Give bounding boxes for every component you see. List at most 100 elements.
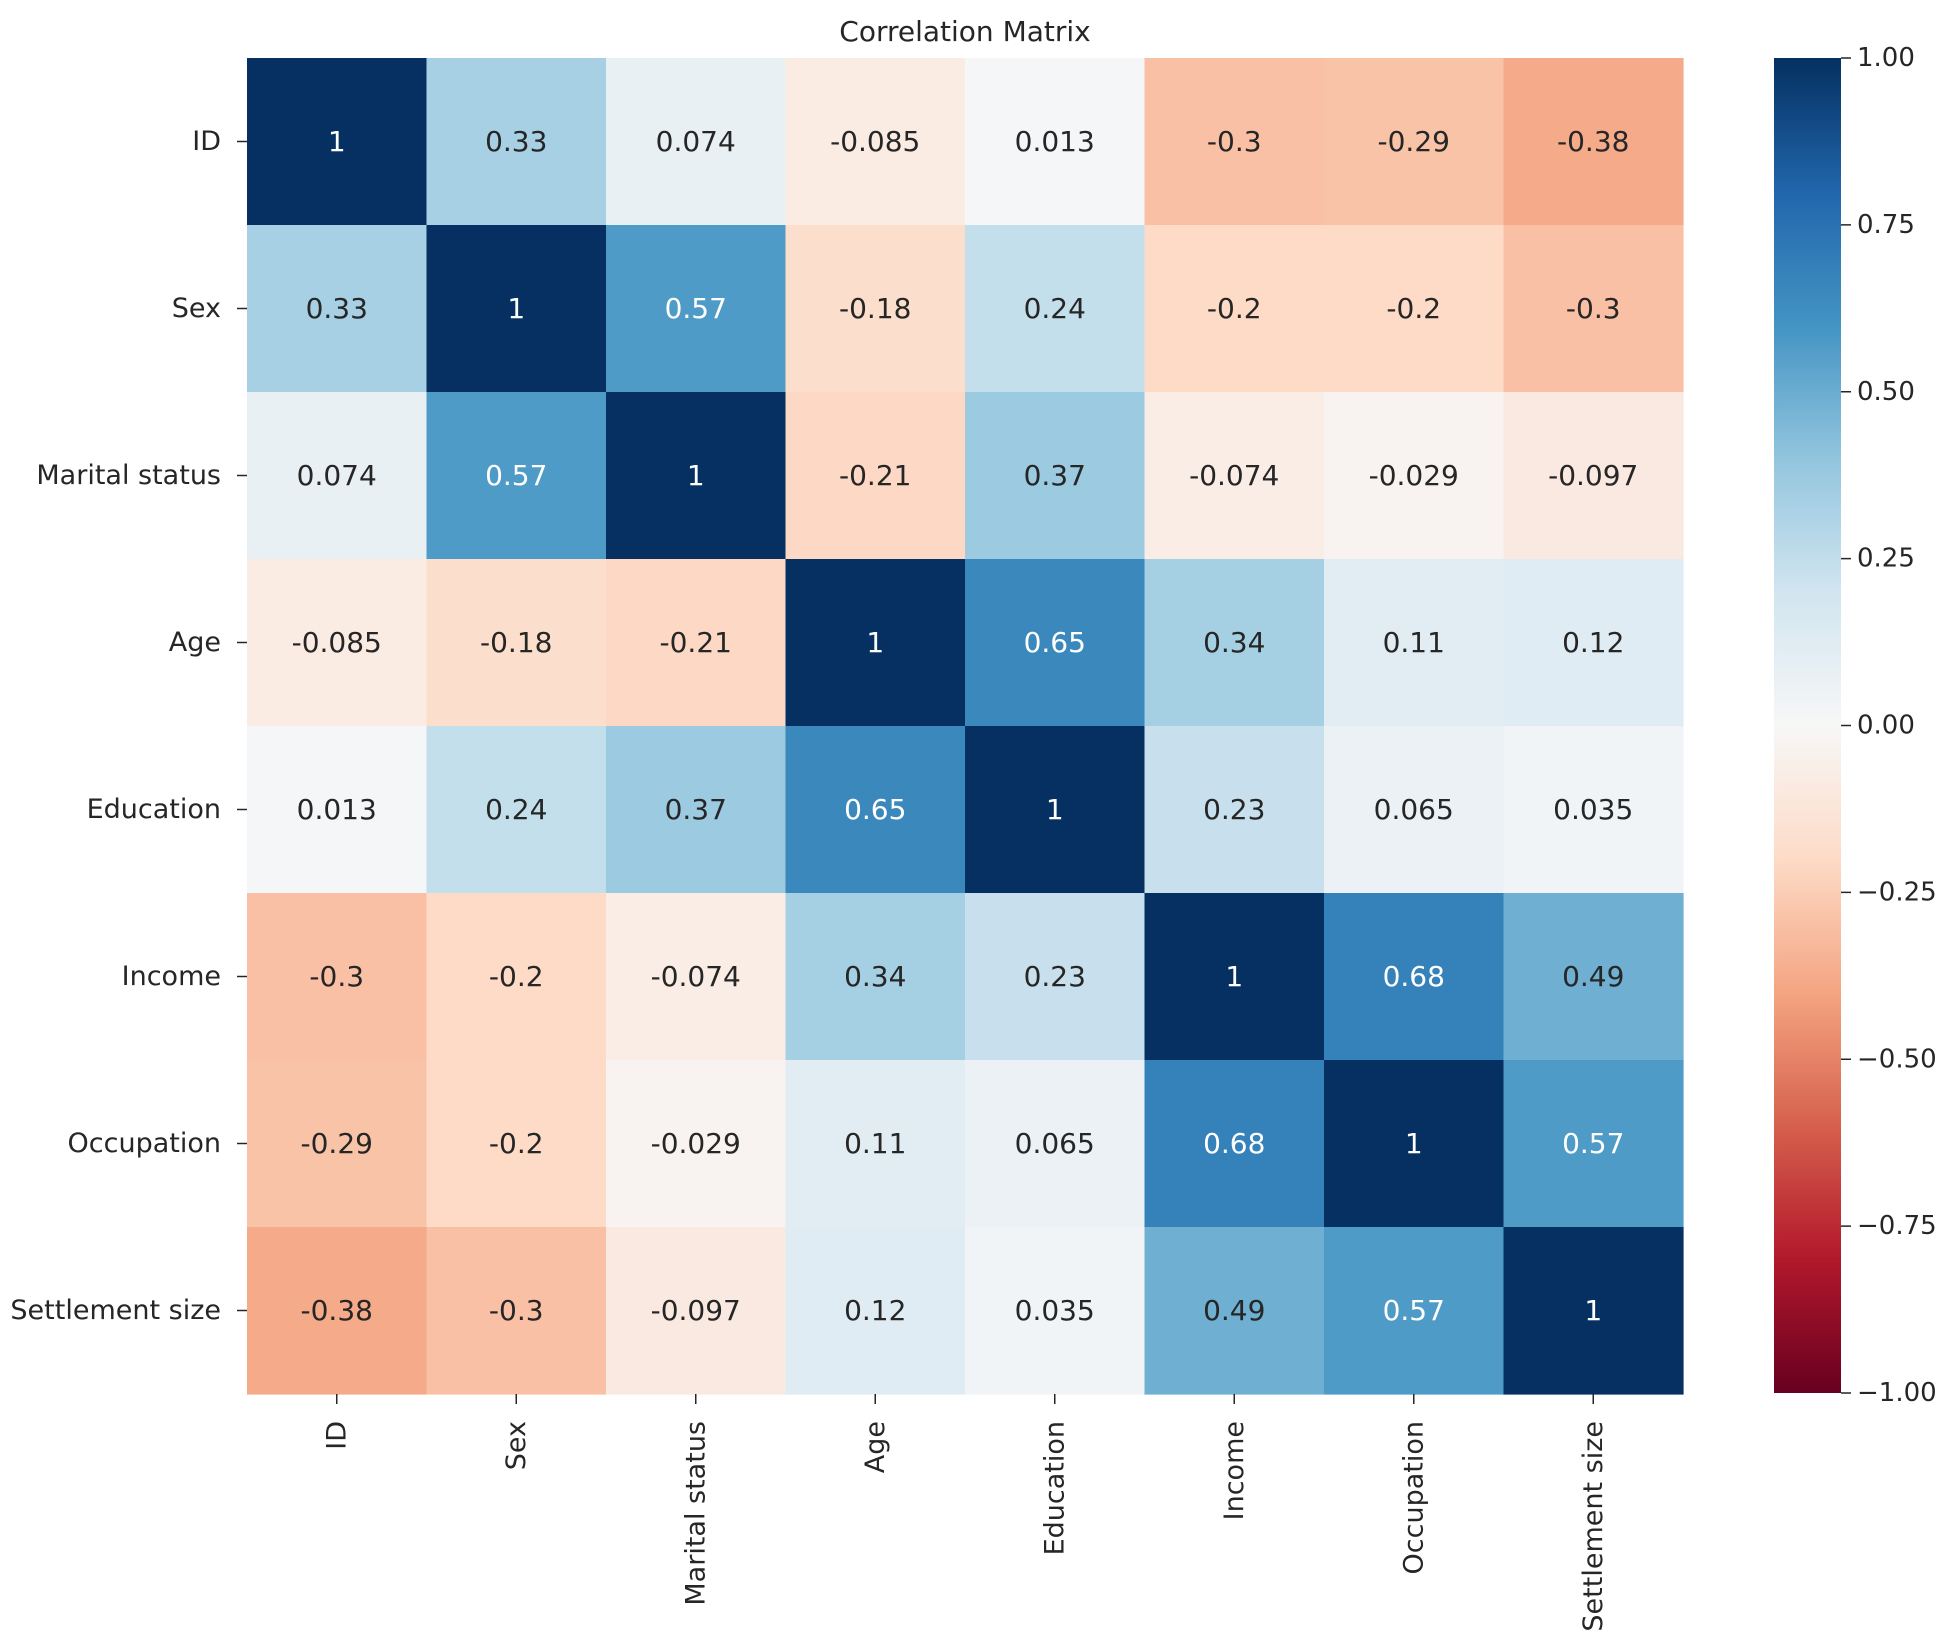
- colorbar: 1.00 0.75 0.50 0.25 0.00 −0.25 −0.50 −0.75 −1.00: [1774, 43, 1937, 1408]
- cell-value-label: 1: [1405, 1127, 1423, 1160]
- cell-value-label: 0.65: [1024, 626, 1086, 659]
- heatmap-cell: [785, 893, 966, 1061]
- heatmap-cell: [247, 559, 428, 727]
- colorbar-tick-label: 1.00: [1857, 43, 1915, 73]
- cell-value-label: -0.3: [1566, 292, 1621, 325]
- colorbar-tick-label: 0.75: [1857, 210, 1915, 240]
- heatmap-cell: [965, 1227, 1146, 1395]
- cell-value-label: 0.24: [1024, 292, 1086, 325]
- cell-value-label: 0.11: [844, 1127, 906, 1160]
- cell-value-label: -0.029: [651, 1127, 741, 1160]
- cell-value-label: 0.12: [1562, 626, 1624, 659]
- heatmap-cell: [247, 225, 428, 393]
- heatmap-cell: [426, 58, 607, 226]
- heatmap-cell: [1324, 1060, 1505, 1228]
- cell-value-label: -0.3: [489, 1294, 544, 1327]
- cell-value-label: -0.29: [1378, 125, 1450, 158]
- heatmap-cell: [247, 893, 428, 1061]
- cell-value-label: 0.23: [1024, 960, 1086, 993]
- y-tick-label-settlement-size: Settlement size: [10, 1295, 221, 1326]
- cell-value-label: 1: [1225, 960, 1243, 993]
- cell-value-label: -0.2: [1207, 292, 1262, 325]
- cell-value-label: 0.57: [1562, 1127, 1624, 1160]
- heatmap-cell: [965, 893, 1146, 1061]
- heatmap-cell: [606, 1060, 787, 1228]
- colorbar-gradient: [1774, 58, 1841, 1393]
- cell-value-label: 0.013: [1015, 125, 1095, 158]
- heatmap-cell: [1144, 392, 1325, 560]
- heatmap-cell: [785, 559, 966, 727]
- heatmap-cell: [785, 392, 966, 560]
- heatmap-cell: [1144, 1060, 1325, 1228]
- x-tick-label-id: ID: [321, 1421, 352, 1450]
- x-tick-labels: ID Sex Marital status Age Education Income Occ…: [321, 1394, 1609, 1632]
- cell-value-label: 1: [1584, 1294, 1602, 1327]
- cell-value-label: 0.34: [1203, 626, 1265, 659]
- heatmap-cell: [426, 392, 607, 560]
- cell-value-label: 0.33: [306, 292, 368, 325]
- heatmap-cell: [1503, 726, 1684, 894]
- cell-value-label: 0.34: [844, 960, 906, 993]
- heatmap-cell: [785, 58, 966, 226]
- heatmap-cell: [606, 559, 787, 727]
- cell-value-label: -0.074: [651, 960, 741, 993]
- heatmap-cell: [785, 726, 966, 894]
- cell-value-label: -0.085: [830, 125, 920, 158]
- cell-value-label: 1: [1046, 793, 1064, 826]
- x-tick-label-age: Age: [860, 1421, 891, 1473]
- cell-value-label: 0.37: [1024, 459, 1086, 492]
- heatmap-cell: [1503, 225, 1684, 393]
- heatmap-cell: [426, 225, 607, 393]
- y-tick-label-marital-status: Marital status: [36, 460, 221, 491]
- heatmap-cell: [606, 893, 787, 1061]
- heatmap-cell: [426, 893, 607, 1061]
- cell-value-label: -0.21: [839, 459, 911, 492]
- y-tick-label-education: Education: [87, 794, 221, 825]
- heatmap-cell: [965, 1060, 1146, 1228]
- heatmap-cell: [247, 1227, 428, 1395]
- cell-value-label: 0.57: [1383, 1294, 1445, 1327]
- cell-value-label: -0.3: [309, 960, 364, 993]
- heatmap-cell: [1503, 559, 1684, 727]
- cell-value-label: 0.12: [844, 1294, 906, 1327]
- x-tick-label-income: Income: [1219, 1421, 1250, 1520]
- cell-value-label: -0.18: [839, 292, 911, 325]
- heatmap-cell: [1503, 893, 1684, 1061]
- cell-value-label: 0.065: [1374, 793, 1454, 826]
- colorbar-tick-label: −0.75: [1857, 1211, 1937, 1241]
- cell-value-label: -0.3: [1207, 125, 1262, 158]
- heatmap-cell: [606, 58, 787, 226]
- heatmap-cell: [785, 1060, 966, 1228]
- cell-value-label: -0.2: [489, 960, 544, 993]
- heatmap-cell: [965, 726, 1146, 894]
- heatmap-cell: [606, 392, 787, 560]
- heatmap-cell: [1503, 58, 1684, 226]
- heatmap-cell: [426, 726, 607, 894]
- cell-value-label: 0.68: [1203, 1127, 1265, 1160]
- heatmap-cell: [1503, 1060, 1684, 1228]
- heatmap-cell: [965, 225, 1146, 393]
- heatmap-cell: [1144, 726, 1325, 894]
- colorbar-tick-label: 0.50: [1857, 377, 1915, 407]
- x-tick-label-settlement-size: Settlement size: [1578, 1421, 1609, 1632]
- cell-value-label: -0.2: [1386, 292, 1441, 325]
- cell-value-label: -0.074: [1189, 459, 1279, 492]
- heatmap-cell: [1503, 392, 1684, 560]
- cell-value-label: 0.074: [656, 125, 736, 158]
- y-tick-label-id: ID: [192, 126, 221, 157]
- heatmap-cell: [1144, 893, 1325, 1061]
- heatmap-cell: [1503, 1227, 1684, 1395]
- cell-value-label: 0.035: [1553, 793, 1633, 826]
- colorbar-tick-label: 0.00: [1857, 711, 1915, 741]
- cell-value-label: 0.035: [1015, 1294, 1095, 1327]
- cell-value-label: 0.33: [485, 125, 547, 158]
- cell-value-label: 0.013: [297, 793, 377, 826]
- heatmap-cell: [606, 726, 787, 894]
- cell-value-label: 0.57: [665, 292, 727, 325]
- heatmap-cell: [965, 392, 1146, 560]
- heatmap-cell: [426, 1060, 607, 1228]
- heatmap-cell: [965, 58, 1146, 226]
- cell-value-label: 1: [328, 125, 346, 158]
- heatmap-cell: [606, 225, 787, 393]
